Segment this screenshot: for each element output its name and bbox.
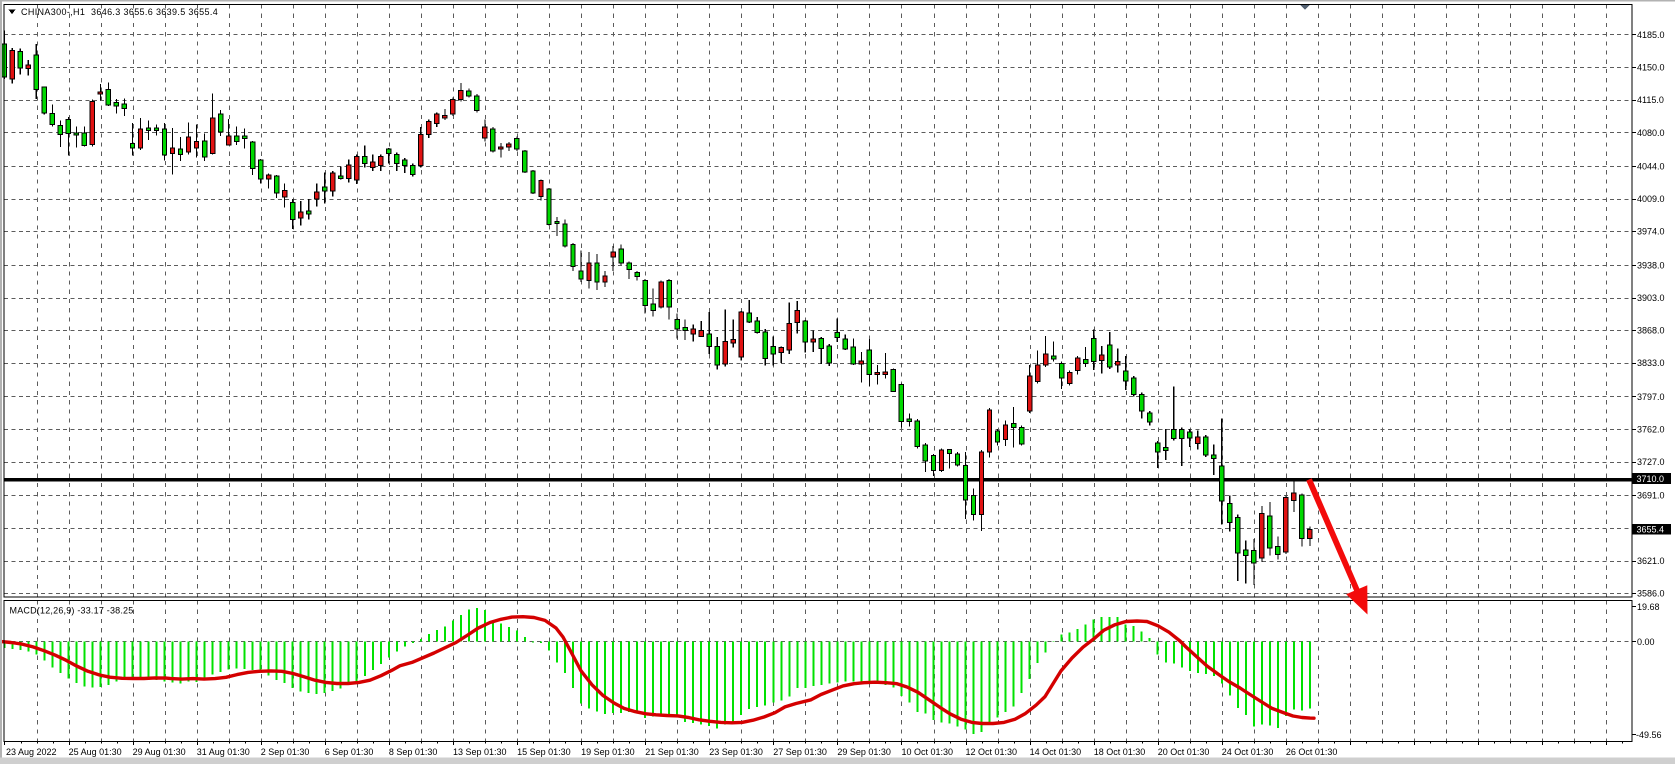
svg-text:4115.0: 4115.0	[1637, 95, 1664, 105]
svg-text:3797.0: 3797.0	[1637, 392, 1665, 402]
svg-text:3903.0: 3903.0	[1637, 293, 1665, 303]
svg-text:2 Sep 01:30: 2 Sep 01:30	[261, 747, 310, 757]
svg-text:25 Aug 01:30: 25 Aug 01:30	[69, 747, 122, 757]
svg-text:3727.0: 3727.0	[1637, 457, 1665, 467]
svg-text:4044.0: 4044.0	[1637, 161, 1665, 171]
svg-text:13 Sep 01:30: 13 Sep 01:30	[453, 747, 507, 757]
svg-text:24 Oct 01:30: 24 Oct 01:30	[1222, 747, 1274, 757]
svg-text:15 Sep 01:30: 15 Sep 01:30	[517, 747, 571, 757]
svg-text:3833.0: 3833.0	[1637, 358, 1665, 368]
svg-text:26 Oct 01:30: 26 Oct 01:30	[1286, 747, 1338, 757]
svg-text:MACD(12,26,9) -33.17 -38.25: MACD(12,26,9) -33.17 -38.25	[10, 605, 134, 615]
svg-text:3646.3 3655.6 3639.5 3655.4: 3646.3 3655.6 3639.5 3655.4	[91, 7, 218, 17]
svg-text:12 Oct 01:30: 12 Oct 01:30	[966, 747, 1018, 757]
svg-text:21 Sep 01:30: 21 Sep 01:30	[645, 747, 699, 757]
svg-text:20 Oct 01:30: 20 Oct 01:30	[1158, 747, 1210, 757]
svg-text:18 Oct 01:30: 18 Oct 01:30	[1094, 747, 1146, 757]
svg-text:0.00: 0.00	[1637, 637, 1655, 647]
svg-text:4080.0: 4080.0	[1637, 128, 1665, 138]
svg-text:10 Oct 01:30: 10 Oct 01:30	[902, 747, 954, 757]
svg-text:29 Aug 01:30: 29 Aug 01:30	[133, 747, 186, 757]
svg-text:3762.0: 3762.0	[1637, 425, 1665, 435]
svg-text:19.68: 19.68	[1637, 602, 1660, 612]
svg-text:3586.0: 3586.0	[1637, 589, 1665, 599]
svg-text:3691.0: 3691.0	[1637, 491, 1665, 501]
svg-text:23 Aug 2022: 23 Aug 2022	[6, 747, 57, 757]
svg-text:31 Aug 01:30: 31 Aug 01:30	[197, 747, 250, 757]
svg-text:8 Sep 01:30: 8 Sep 01:30	[389, 747, 438, 757]
svg-text:3868.0: 3868.0	[1637, 326, 1665, 336]
svg-text:6 Sep 01:30: 6 Sep 01:30	[325, 747, 374, 757]
svg-text:4150.0: 4150.0	[1637, 63, 1665, 73]
svg-text:19 Sep 01:30: 19 Sep 01:30	[581, 747, 635, 757]
svg-text:3621.0: 3621.0	[1637, 556, 1665, 566]
svg-text:4185.0: 4185.0	[1637, 30, 1665, 40]
svg-text:27 Sep 01:30: 27 Sep 01:30	[773, 747, 827, 757]
svg-text:14 Oct 01:30: 14 Oct 01:30	[1030, 747, 1082, 757]
svg-text:3974.0: 3974.0	[1637, 227, 1665, 237]
svg-text:-49.56: -49.56	[1636, 730, 1662, 740]
svg-text:CHINA300-,H1: CHINA300-,H1	[21, 7, 85, 17]
svg-text:4009.0: 4009.0	[1637, 194, 1665, 204]
svg-text:29 Sep 01:30: 29 Sep 01:30	[837, 747, 891, 757]
svg-text:3655.4: 3655.4	[1637, 524, 1665, 534]
svg-text:23 Sep 01:30: 23 Sep 01:30	[709, 747, 763, 757]
svg-text:3938.0: 3938.0	[1637, 260, 1665, 270]
svg-text:3710.0: 3710.0	[1637, 474, 1665, 484]
